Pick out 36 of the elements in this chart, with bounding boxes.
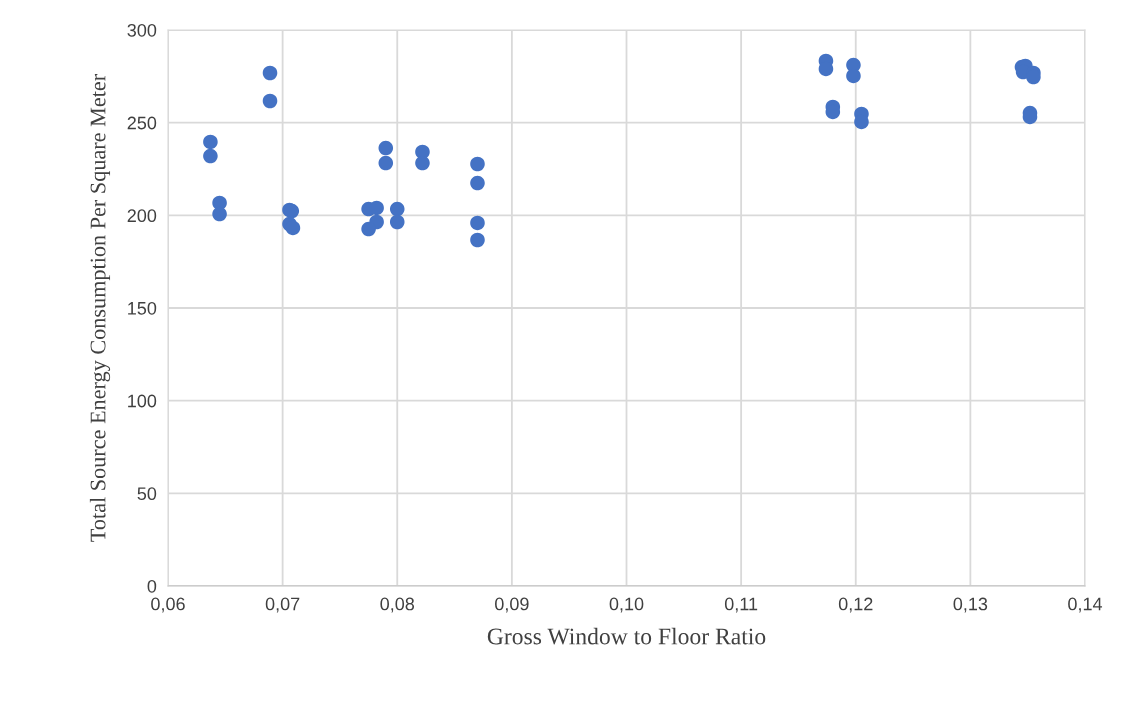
point — [470, 175, 485, 191]
x-tick-label: 0,09 — [495, 597, 529, 613]
point — [378, 140, 394, 156]
x-tick-label: 0,14 — [1068, 597, 1103, 613]
y-tick-label: 50 — [137, 487, 157, 501]
y-tick-label: 0 — [147, 579, 157, 593]
point — [212, 206, 227, 222]
point — [470, 232, 485, 248]
point — [389, 214, 405, 230]
x-tick-label: 0,10 — [609, 597, 644, 613]
x-tick-label: 0,13 — [953, 597, 988, 613]
x-tick-label: 0,07 — [265, 597, 300, 613]
point — [470, 215, 485, 231]
y-tick-label: 150 — [128, 301, 157, 315]
y-axis-title: Total Source Energy Consumption Per Square Meter — [89, 74, 111, 542]
point — [378, 155, 394, 171]
x-tick-label: 0,11 — [724, 597, 758, 613]
x-axis-title: Gross Window to Floor Ratio — [487, 627, 766, 645]
x-tick-label: 0,12 — [838, 597, 873, 613]
x-tick-label: 0,08 — [380, 597, 415, 613]
point — [470, 156, 485, 172]
point — [262, 93, 278, 109]
y-tick-label: 250 — [127, 116, 157, 130]
x-tick-label: 0,06 — [151, 597, 185, 613]
point — [846, 68, 861, 84]
y-tick-label: 300 — [127, 23, 157, 37]
point — [203, 134, 218, 150]
point — [262, 65, 278, 81]
point — [415, 155, 430, 171]
y-tick-label: 200 — [127, 209, 157, 223]
point — [203, 148, 218, 164]
y-tick-label: 100 — [128, 394, 157, 408]
point — [285, 220, 301, 236]
point — [369, 200, 384, 216]
point — [361, 221, 376, 237]
point — [389, 201, 405, 217]
